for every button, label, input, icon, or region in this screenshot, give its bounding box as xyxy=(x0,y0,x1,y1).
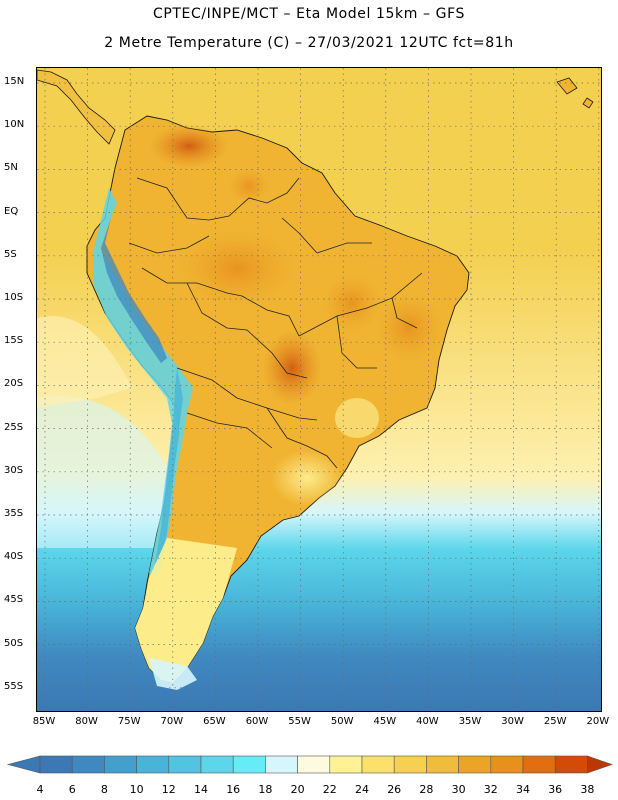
temperature-map xyxy=(37,68,601,711)
hot-spot-venezuela xyxy=(149,124,229,168)
colorbar-arrow-high xyxy=(587,755,613,774)
lat-label: 5S xyxy=(4,248,17,260)
colorbar xyxy=(6,755,613,774)
lat-label: 50S xyxy=(4,637,24,649)
colorbar-level-label: 36 xyxy=(548,783,563,796)
andes-peaks xyxy=(101,218,167,363)
lon-label: 60W xyxy=(245,716,269,727)
caribbean-islands xyxy=(556,77,594,109)
colorbar-level-label: 10 xyxy=(129,783,144,796)
hot-spot-central-brazil xyxy=(322,273,382,333)
colorbar-box xyxy=(265,755,298,774)
colorbar-box xyxy=(71,755,105,774)
lat-label: 10N xyxy=(4,119,25,131)
lat-label: 5N xyxy=(4,162,18,174)
colorbar-level-label: 26 xyxy=(387,783,402,796)
lat-label: 45S xyxy=(4,594,24,606)
colorbar-box xyxy=(39,755,73,774)
colorbar-level-label: 22 xyxy=(322,783,337,796)
map-title: CPTEC/INPE/MCT – Eta Model 15km – GFS xyxy=(152,6,466,22)
colorbar-box xyxy=(522,755,556,774)
central-america-land xyxy=(37,69,116,145)
colorbar-level-label: 30 xyxy=(451,783,466,796)
lon-label: 20W xyxy=(586,716,610,727)
colorbar-box xyxy=(393,755,427,774)
lon-label: 85W xyxy=(32,716,56,727)
lat-label: 25S xyxy=(4,421,24,433)
lon-label: 55W xyxy=(288,716,311,727)
lon-label: 30W xyxy=(501,716,524,727)
colorbar-box xyxy=(136,755,170,774)
colorbar-level-label: 6 xyxy=(68,783,76,796)
map-frame xyxy=(36,67,602,712)
colorbar-box xyxy=(232,755,266,774)
lat-label: 55S xyxy=(4,680,24,692)
colorbar-box xyxy=(361,755,395,774)
colorbar-level-label: 18 xyxy=(258,783,273,796)
lat-label: 40S xyxy=(4,551,24,563)
country-borders xyxy=(128,177,423,469)
lat-label: 30S xyxy=(4,464,24,476)
lon-label: 25W xyxy=(543,716,567,727)
colorbar-box xyxy=(104,755,137,774)
colorbar-box xyxy=(490,755,524,774)
lon-label: 65W xyxy=(203,716,226,727)
colorbar-level-label: 32 xyxy=(483,783,498,796)
hot-area-bahia xyxy=(374,293,444,363)
colorbar-level-label: 12 xyxy=(161,783,176,796)
colorbar-box xyxy=(458,755,492,774)
colorbar-level-label: 14 xyxy=(194,783,208,796)
lat-label: 10S xyxy=(4,292,24,303)
hot-area-amazon xyxy=(177,228,297,308)
lat-label: 15S xyxy=(4,335,24,347)
lat-label: EQ xyxy=(4,205,19,217)
colorbar-level-label: 16 xyxy=(226,783,241,796)
colorbar-level-label: 34 xyxy=(516,783,530,796)
colorbar-box xyxy=(426,755,459,774)
lon-label: 80W xyxy=(75,716,98,727)
colorbar-level-label: 28 xyxy=(419,783,434,796)
lon-label: 70W xyxy=(160,716,184,727)
graticule-grid xyxy=(37,68,601,711)
mild-area-sea-coast xyxy=(335,398,379,438)
colorbar-box xyxy=(329,755,363,774)
colorbar-box xyxy=(297,755,331,774)
colorbar-level-label: 20 xyxy=(290,783,305,796)
lon-label: 50W xyxy=(330,716,354,727)
colorbar-box xyxy=(554,755,588,774)
colorbar-arrow-low xyxy=(6,755,41,774)
colorbar-box xyxy=(168,755,202,774)
lon-label: 75W xyxy=(117,716,141,727)
hot-spot-pantanal xyxy=(262,330,322,406)
andes-south-peaks xyxy=(155,368,183,563)
colorbar-box xyxy=(200,755,234,774)
lat-label: 35S xyxy=(4,508,24,519)
mild-area-uruguay xyxy=(271,450,343,506)
colorbar-level-label: 24 xyxy=(355,783,369,796)
hot-spot-guiana xyxy=(227,168,271,204)
pacific-cool-tongue xyxy=(37,396,177,548)
lat-label: 20S xyxy=(4,378,24,390)
colorbar-level-label: 4 xyxy=(36,783,44,796)
lon-label: 40W xyxy=(416,716,439,727)
colorbar-level-label: 8 xyxy=(100,783,108,796)
patagonia-cool xyxy=(135,538,237,683)
map-subtitle: 2 Metre Temperature (C) – 27/03/2021 12U… xyxy=(104,35,514,51)
lat-label: 15N xyxy=(4,76,25,87)
lon-label: 45W xyxy=(373,716,397,727)
pacific-mild-area xyxy=(37,316,132,408)
colorbar-level-label: 38 xyxy=(580,783,595,796)
lon-label: 35W xyxy=(458,716,482,727)
